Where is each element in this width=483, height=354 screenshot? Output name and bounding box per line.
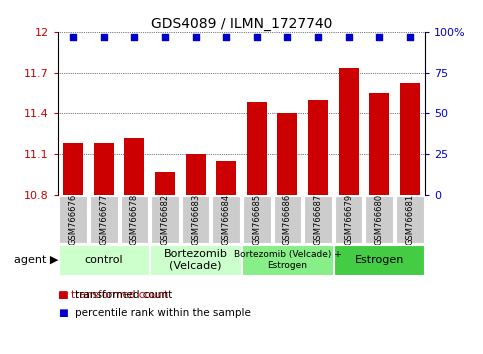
Text: GSM766681: GSM766681: [405, 194, 414, 245]
FancyBboxPatch shape: [334, 245, 425, 275]
Text: GSM766676: GSM766676: [69, 194, 78, 245]
Text: ■: ■: [58, 308, 68, 318]
Text: agent ▶: agent ▶: [14, 255, 58, 265]
Text: ■: ■: [58, 290, 68, 300]
Bar: [94, 143, 114, 195]
Text: control: control: [85, 255, 123, 265]
Bar: [125, 138, 144, 195]
FancyBboxPatch shape: [150, 245, 241, 275]
Bar: [400, 84, 420, 195]
Text: transformed count: transformed count: [75, 290, 172, 300]
Point: [100, 34, 108, 40]
Title: GDS4089 / ILMN_1727740: GDS4089 / ILMN_1727740: [151, 17, 332, 31]
Text: GSM766683: GSM766683: [191, 194, 200, 245]
Text: GSM766682: GSM766682: [160, 194, 170, 245]
Text: GSM766686: GSM766686: [283, 194, 292, 245]
Text: Estrogen: Estrogen: [355, 255, 404, 265]
Text: GSM766684: GSM766684: [222, 194, 231, 245]
FancyBboxPatch shape: [90, 196, 118, 242]
Text: Bortezomib
(Velcade): Bortezomib (Velcade): [164, 249, 227, 271]
Point: [345, 34, 353, 40]
Point: [222, 34, 230, 40]
Text: GSM766678: GSM766678: [130, 194, 139, 245]
Text: GSM766685: GSM766685: [252, 194, 261, 245]
Bar: [339, 69, 358, 195]
Point: [192, 34, 199, 40]
Point: [130, 34, 138, 40]
Bar: [277, 113, 298, 195]
FancyBboxPatch shape: [274, 196, 301, 242]
Text: GSM766680: GSM766680: [375, 194, 384, 245]
Bar: [308, 100, 328, 195]
Bar: [216, 161, 236, 195]
Text: GSM766677: GSM766677: [99, 194, 108, 245]
Point: [253, 34, 261, 40]
FancyBboxPatch shape: [182, 196, 210, 242]
Bar: [63, 143, 83, 195]
FancyBboxPatch shape: [335, 196, 362, 242]
Point: [375, 34, 383, 40]
FancyBboxPatch shape: [396, 196, 424, 242]
Text: percentile rank within the sample: percentile rank within the sample: [75, 308, 251, 318]
Point: [314, 34, 322, 40]
FancyBboxPatch shape: [121, 196, 148, 242]
Point: [406, 34, 413, 40]
Text: Bortezomib (Velcade) +
Estrogen: Bortezomib (Velcade) + Estrogen: [233, 250, 341, 269]
FancyBboxPatch shape: [151, 196, 179, 242]
FancyBboxPatch shape: [243, 196, 270, 242]
Point: [70, 34, 77, 40]
FancyBboxPatch shape: [213, 196, 240, 242]
Text: GSM766687: GSM766687: [313, 194, 323, 245]
FancyBboxPatch shape: [59, 196, 87, 242]
FancyBboxPatch shape: [366, 196, 393, 242]
FancyBboxPatch shape: [58, 245, 149, 275]
Text: GSM766679: GSM766679: [344, 194, 353, 245]
FancyBboxPatch shape: [304, 196, 332, 242]
Bar: [185, 154, 206, 195]
Text: ■ transformed count: ■ transformed count: [58, 290, 168, 300]
Point: [284, 34, 291, 40]
FancyBboxPatch shape: [242, 245, 333, 275]
Bar: [155, 172, 175, 195]
Bar: [247, 102, 267, 195]
Point: [161, 34, 169, 40]
Bar: [369, 93, 389, 195]
